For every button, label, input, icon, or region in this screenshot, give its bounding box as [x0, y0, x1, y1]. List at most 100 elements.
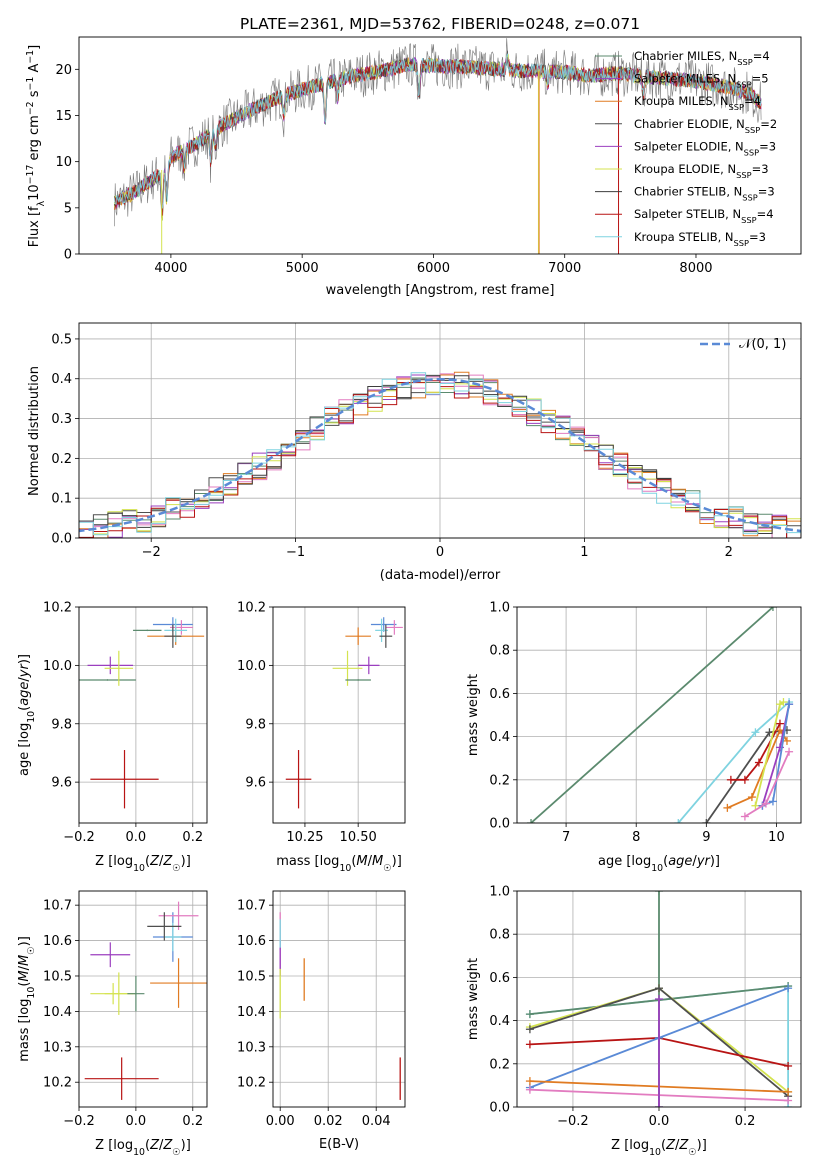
tick-label-y: 10.7	[43, 899, 72, 914]
tick-label-y: 0	[64, 248, 72, 263]
data-point	[163, 925, 166, 928]
panel-mass_vs_EBV: 0.00 0.02 0.04 10.2 10.3 10.4 10.5 10.6 10.7 E(B-…	[237, 890, 406, 1152]
tick-label-y: 10.2	[43, 1076, 72, 1091]
tick-label-x: 6000	[417, 261, 450, 276]
tick-label-y: 0.2	[51, 452, 72, 467]
plot-area	[285, 617, 403, 809]
x-axis-label: (data-model)/error	[380, 568, 501, 583]
tick-label-x: 7	[562, 830, 570, 845]
tick-label-y: 10.2	[43, 601, 72, 616]
tick-label-y: 5	[64, 201, 72, 216]
axes-frame	[272, 606, 406, 824]
data-point	[180, 626, 183, 629]
axes-frame	[272, 890, 406, 1108]
tick-label-x: 0.0	[126, 830, 147, 845]
tick-label-x: 10.50	[340, 830, 377, 845]
weight-line	[730, 723, 781, 781]
histogram-series	[79, 380, 801, 538]
tick-label-x: −0.2	[63, 830, 95, 845]
data-point	[177, 982, 180, 984]
tick-label-x: −2	[142, 545, 161, 560]
tick-label-y: 10.4	[237, 1005, 266, 1020]
tick-label-y: 0.1	[51, 492, 72, 507]
x-axis-label: mass [log10(M/M☉)]	[276, 854, 402, 874]
tick-label-y: 0.6	[489, 687, 510, 702]
x-axis-label: Z [log10(Z/Z☉)]	[95, 854, 191, 874]
tick-label-x: 4000	[154, 261, 187, 276]
tick-label-y: 0.0	[489, 1101, 510, 1116]
normal-curve	[79, 377, 801, 533]
plot-area	[114, 38, 762, 254]
axes-frame	[78, 36, 802, 255]
data-point	[368, 664, 370, 667]
data-point	[177, 914, 180, 917]
tick-label-y: 0.8	[489, 928, 510, 943]
tick-label-y: 10.0	[43, 659, 72, 674]
panel-mass_vs_Z: −0.2 0.0 0.2 10.2 10.3 10.4 10.5 10.6 10.7 Z [log…	[17, 890, 208, 1158]
tick-label-x: 0	[436, 545, 444, 560]
tick-label-y: 10	[55, 155, 72, 170]
tick-label-y: 9.8	[245, 717, 266, 732]
tick-label-x: 0.2	[735, 1114, 756, 1129]
data-point	[380, 629, 383, 632]
panel-age_vs_mass: 10.25 10.50 9.6 9.8 10.0 10.2 mass [log10(M/M☉…	[237, 601, 406, 874]
axes-frame	[516, 606, 802, 824]
data-point	[172, 635, 174, 637]
tick-label-y: 0.2	[489, 773, 510, 788]
tick-label-y: 0.0	[51, 532, 72, 547]
legend-label: Kroupa MILES, NSSP=4	[634, 94, 761, 112]
axes-frame	[78, 606, 208, 824]
plot-area	[525, 891, 793, 1107]
y-axis-label: mass weight	[466, 674, 481, 756]
tick-label-x: 5000	[286, 261, 319, 276]
tick-label-x: 8	[632, 830, 640, 845]
tick-label-y: 0.8	[489, 644, 510, 659]
legend-label: Salpeter MILES, NSSP=5	[634, 72, 769, 90]
tick-label-x: 0.0	[126, 1114, 147, 1129]
legend-label: Chabrier ELODIE, NSSP=2	[634, 117, 777, 135]
weight-line	[530, 607, 774, 823]
data-point	[135, 992, 137, 995]
tick-label-y: 1.0	[489, 885, 510, 900]
tick-label-x: −1	[286, 545, 305, 560]
y-axis-label: Normed distribution	[27, 366, 42, 496]
data-point	[118, 667, 120, 670]
plot-area	[527, 607, 794, 823]
data-point	[174, 629, 177, 632]
tick-label-y: 0.6	[489, 971, 510, 986]
y-axis-label: Flux [fλ10−17 erg cm−2 s−1 A−1]	[25, 45, 47, 247]
tick-label-y: 15	[55, 109, 72, 124]
tick-label-y: 10.3	[43, 1040, 72, 1055]
data-point	[297, 778, 300, 781]
tick-label-y: 10.4	[43, 1005, 72, 1020]
legend-label: Kroupa STELIB, NSSP=3	[634, 230, 766, 248]
model-spectrum	[114, 53, 762, 209]
tick-label-x: −0.2	[63, 1114, 95, 1129]
data-point	[393, 626, 396, 629]
tick-label-x: 0.2	[182, 1114, 203, 1129]
legend-label: Chabrier STELIB, NSSP=3	[634, 185, 775, 203]
tick-label-x: 8000	[679, 261, 712, 276]
tick-label-y: 9.6	[245, 776, 266, 791]
legend-label: Chabrier MILES, NSSP=4	[634, 49, 770, 67]
legend-label: Salpeter ELODIE, NSSP=3	[634, 139, 776, 157]
tick-label-y: 0.4	[489, 730, 510, 745]
tick-label-y: 10.7	[237, 899, 266, 914]
tick-label-x: 10	[768, 830, 785, 845]
x-axis-label: age [log10(age/yr)]	[598, 854, 720, 874]
data-point	[118, 992, 120, 995]
histogram-series	[79, 373, 801, 538]
data-point	[382, 623, 385, 626]
tick-label-x: 0.02	[314, 1114, 343, 1129]
x-axis-label: Z [log10(Z/Z☉)]	[95, 1138, 191, 1158]
tick-label-y: 10.6	[237, 934, 266, 949]
tick-label-y: 9.8	[51, 717, 72, 732]
tick-label-x: 9	[702, 830, 710, 845]
panel-weight_vs_Z: −0.2 0.0 0.2 0.0 0.2 0.4 0.6 0.8 1.0 Z [log10(Z/Z…	[466, 885, 802, 1158]
tick-label-y: 10.2	[237, 601, 266, 616]
x-axis-label: E(B-V)	[319, 1137, 359, 1152]
panel-residuals: −2 −1 0 1 2 0.0 0.1 0.2 0.3 0.4 0.5 𝒩(0, 1) (data-mo…	[27, 322, 802, 583]
data-point	[357, 679, 359, 681]
legend-label: 𝒩(0, 1)	[739, 337, 786, 352]
